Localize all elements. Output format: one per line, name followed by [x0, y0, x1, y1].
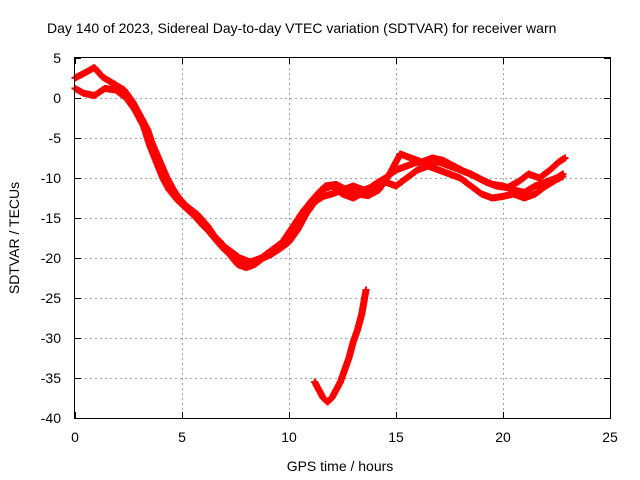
series-track-A [71, 64, 567, 270]
y-tick-label: -30 [41, 330, 61, 346]
x-tick-label: 10 [281, 429, 297, 445]
series-track-C [125, 96, 569, 266]
axis-ticks [75, 58, 611, 419]
y-tick-label: -15 [41, 210, 61, 226]
y-tick-label: -5 [49, 130, 62, 146]
y-tick-label: -25 [41, 290, 61, 306]
y-tick-label: 0 [53, 90, 61, 106]
data-point [561, 154, 569, 162]
series-short-track [311, 286, 370, 406]
x-tick-labels: 0 5 10 15 20 25 [71, 429, 618, 445]
y-tick-label: -40 [41, 410, 61, 426]
data-points [71, 64, 569, 406]
y-tick-label: -35 [41, 370, 61, 386]
y-axis-label: SDTVAR / TECUs [6, 182, 22, 294]
x-axis-label: GPS time / hours [287, 458, 394, 474]
y-tick-labels: 5 0 -5 -10 -15 -20 -25 -30 -35 -40 [41, 50, 61, 426]
data-point [362, 286, 370, 294]
x-tick-label: 15 [388, 429, 404, 445]
x-tick-label: 25 [602, 429, 618, 445]
x-tick-label: 20 [495, 429, 511, 445]
y-tick-label: 5 [53, 50, 61, 66]
x-tick-label: 5 [178, 429, 186, 445]
y-tick-label: -10 [41, 170, 61, 186]
y-tick-label: -20 [41, 250, 61, 266]
x-tick-label: 0 [71, 429, 79, 445]
chart-title: Day 140 of 2023, Sidereal Day-to-day VTE… [47, 20, 556, 36]
data-point [559, 172, 567, 180]
plot-frame [74, 57, 611, 419]
grid-lines [75, 58, 610, 418]
